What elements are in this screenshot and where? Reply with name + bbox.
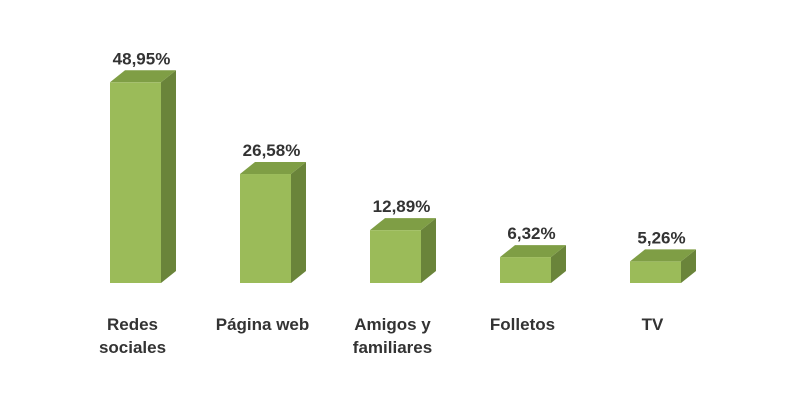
bar <box>110 82 161 284</box>
bar-side-face <box>421 218 436 283</box>
bar-side-face <box>161 70 176 284</box>
category-label: Página web <box>216 315 310 334</box>
bars-layer <box>110 70 696 284</box>
category-label: Folletos <box>490 315 555 334</box>
category-label-line: sociales <box>99 338 166 357</box>
data-label: 12,89% <box>373 197 431 216</box>
bar-top-face <box>370 218 436 231</box>
category-label-line: Folletos <box>490 315 555 334</box>
bar-top-face <box>500 245 566 258</box>
category-label: Redes sociales <box>99 315 166 357</box>
bar <box>500 257 551 283</box>
bar-top-face <box>240 162 306 175</box>
labels-layer: 48,95% Redes sociales 26,58% Página web 12,89… <box>99 49 686 357</box>
data-label: 5,26% <box>637 228 685 247</box>
bar-side-face <box>551 245 566 283</box>
category-label-line: Página web <box>216 315 310 334</box>
category-label-line: Redes <box>107 315 158 334</box>
bar-top-face <box>110 70 176 83</box>
bar-side-face <box>681 249 696 283</box>
bar <box>630 261 681 283</box>
bar <box>240 174 291 283</box>
bar <box>370 230 421 283</box>
data-label: 26,58% <box>243 141 301 160</box>
category-label: Amigos y familiares <box>353 315 432 357</box>
data-label: 6,32% <box>507 224 555 243</box>
category-label-line: familiares <box>353 338 432 357</box>
category-label-line: Amigos y <box>354 315 431 334</box>
bar-top-face <box>630 249 696 262</box>
category-label: TV <box>642 315 664 334</box>
data-label: 48,95% <box>113 49 171 68</box>
bar-side-face <box>291 162 306 283</box>
category-label-line: TV <box>642 315 664 334</box>
